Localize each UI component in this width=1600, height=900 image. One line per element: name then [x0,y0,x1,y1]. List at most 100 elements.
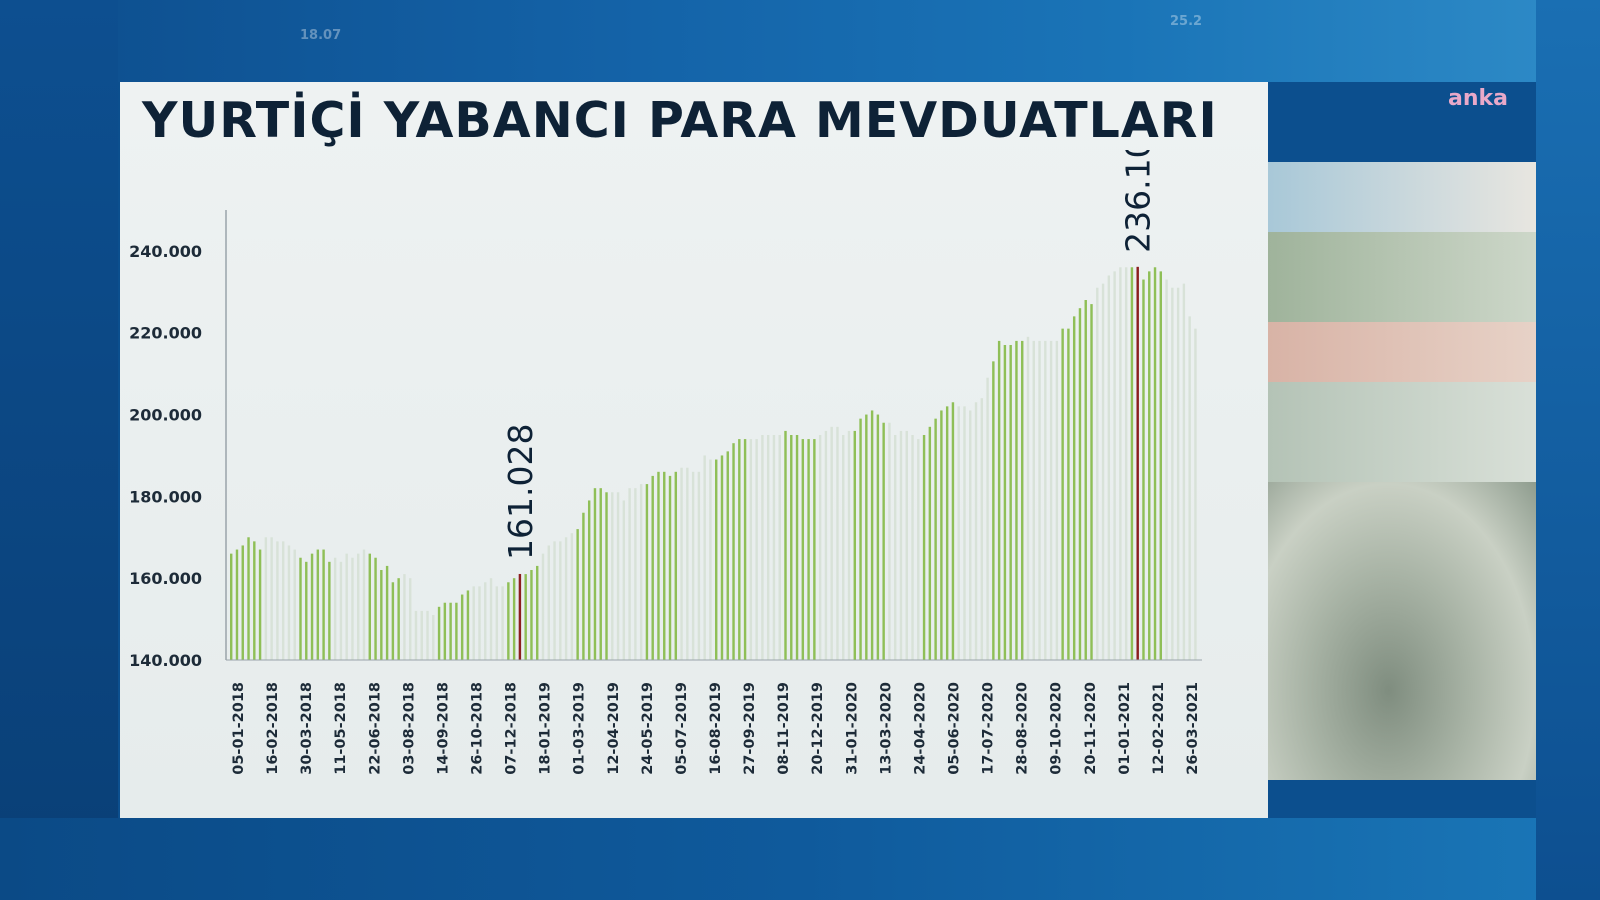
bar [1096,287,1099,660]
dollar-note-top [1268,382,1536,482]
bar [564,537,568,660]
bar [1124,267,1128,660]
bar [253,541,256,660]
bar [824,430,828,660]
bar [917,439,920,660]
bar [293,549,296,660]
x-tick-label: 05-01-2018 [231,682,247,775]
bar [1090,304,1093,660]
bar [830,426,833,660]
bar [1072,316,1076,660]
bar [1044,340,1047,660]
bar [281,541,285,660]
bar [755,439,758,660]
bar [645,484,649,660]
bar [397,578,400,660]
bar [1130,267,1134,660]
ticker-value-right: 25.2 [1170,14,1203,29]
bar [524,574,527,660]
bar [264,537,268,660]
bar [870,410,874,660]
x-tick-label: 05-07-2019 [674,682,690,775]
x-tick-label: 27-09-2019 [742,682,758,775]
bar [345,553,348,660]
bar [559,541,562,660]
bar [639,484,643,660]
left-background-strip [0,0,118,900]
euro-note-50 [1268,322,1536,382]
bar [1049,340,1053,660]
bar [287,545,291,660]
bar [934,418,937,660]
bar [674,471,678,660]
bar [651,475,654,660]
chart-panel [120,82,1268,818]
bar [922,435,926,660]
bar [599,488,602,660]
bar [743,439,747,660]
bar [842,435,845,660]
x-tick-label: 26-03-2021 [1185,682,1201,775]
bar [553,541,556,660]
bar [501,586,504,660]
x-tick-label: 22-06-2018 [367,682,383,775]
bar [1159,271,1163,660]
bar [1119,267,1122,660]
bar [1009,345,1012,660]
bar [541,553,545,660]
bar [888,422,891,660]
y-tick-label: 180.000 [129,487,202,506]
x-tick-label: 12-04-2019 [606,682,622,775]
bar [1176,287,1180,660]
bar [628,488,631,660]
bar-chart: 140.000 160.000 180.000 200.000 220.000 240.0… [129,150,1202,775]
bar [928,426,932,660]
bar [1148,271,1151,660]
euro-note-20 [1268,162,1536,232]
annotations: 161.028 236.107 [501,150,1158,560]
bar [1055,340,1059,660]
bar [276,541,279,660]
bar [703,455,706,660]
y-tick-label: 220.000 [129,324,202,343]
x-tick-label: 07-12-2018 [504,682,520,775]
bar [270,537,273,660]
bar [258,549,262,660]
bar [986,377,989,660]
bar [813,439,816,660]
y-tick-label: 160.000 [129,569,202,588]
bar [980,398,984,660]
currency-notes-photo [1268,162,1536,780]
bar [790,435,793,660]
bar [362,549,366,660]
bar [507,582,510,660]
bar [530,570,533,660]
bar [1188,316,1191,660]
bar-series [230,266,1197,660]
bar [905,430,908,660]
euro-note-100 [1268,232,1536,322]
bar [818,435,822,660]
x-tick-label: 30-03-2018 [299,682,315,775]
bar [720,455,724,660]
bar [726,451,729,660]
bar [622,500,626,660]
y-axis: 140.000 160.000 180.000 200.000 220.000 240.0… [129,210,227,670]
bar [668,475,672,660]
x-tick-label: 20-11-2020 [1083,682,1099,775]
bar [1107,275,1111,660]
x-tick-label: 12-02-2021 [1151,682,1167,775]
bar [432,615,435,660]
bar [899,430,903,660]
bar [709,459,712,660]
x-tick-label: 26-10-2018 [470,682,486,775]
bar [761,435,764,660]
chart-title: YURTİÇİ YABANCI PARA MEVDUATLARI [142,92,1218,149]
x-tick-label: 01-03-2019 [572,682,588,775]
bar [570,533,574,660]
bar [408,578,412,660]
bar [593,488,597,660]
bar [385,565,389,660]
y-tick-label: 140.000 [129,651,202,670]
bar [380,570,383,660]
